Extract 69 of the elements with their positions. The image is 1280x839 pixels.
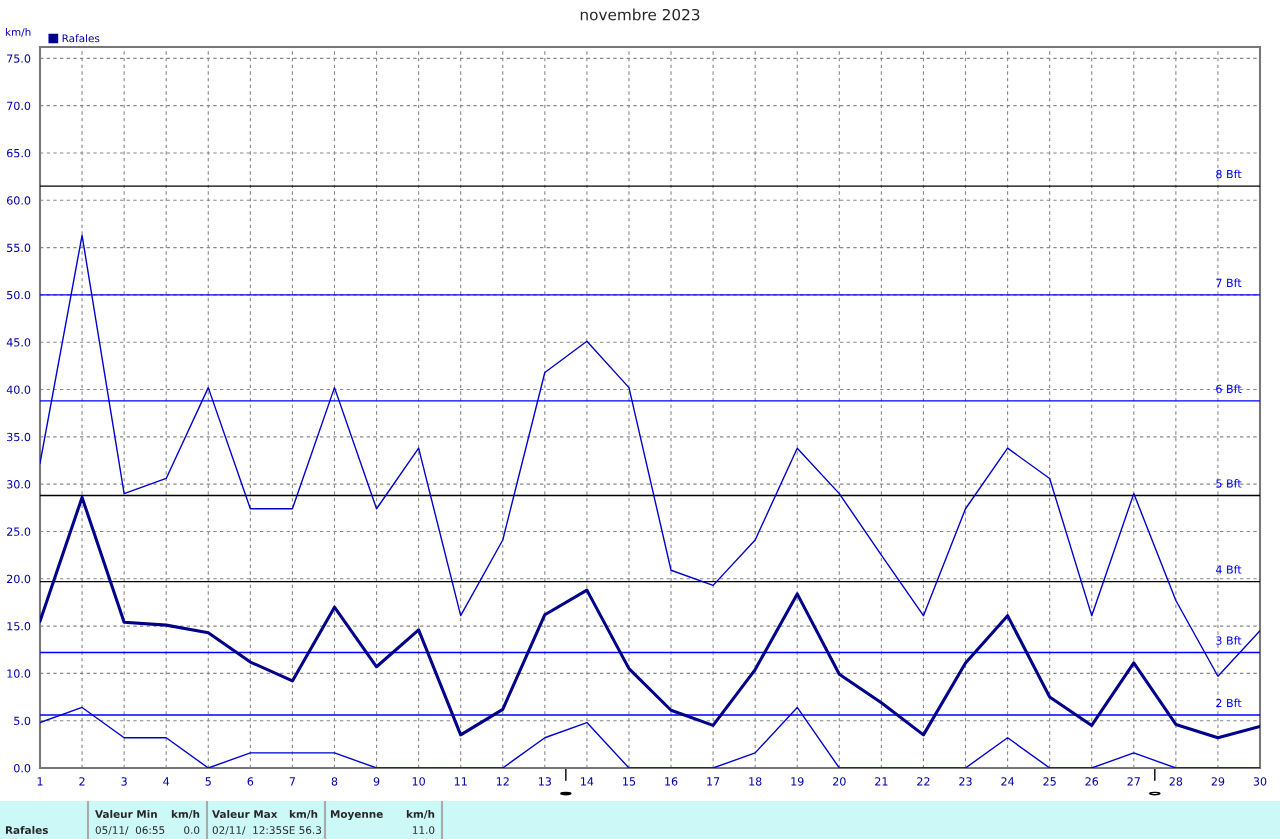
x-tick-label: 15: [623, 777, 636, 786]
chart-title: novembre 2023: [580, 8, 700, 21]
x-tick-label: 17: [707, 777, 720, 786]
x-tick-label: 2: [79, 777, 85, 786]
y-tick-label: 50.0: [7, 290, 31, 300]
y-tick-label: 55.0: [7, 243, 31, 252]
y-tick-label: 40.0: [6, 385, 31, 394]
y-tick-label: 70.0: [7, 101, 31, 111]
text: km/h: [406, 809, 435, 819]
ref-line-label: 8 Bft: [1216, 169, 1242, 179]
y-tick-label: 15.0: [7, 622, 31, 631]
x-tick-label: 4: [163, 777, 170, 786]
x-tick-label: 28: [1169, 777, 1183, 786]
x-tick-label: 20: [833, 777, 846, 786]
ref-line-label: 4 Bft: [1215, 565, 1242, 574]
y-tick-label: 25.0: [7, 527, 31, 536]
x-tick-label: 18: [749, 777, 762, 786]
x-tick-label: 12: [496, 777, 509, 786]
line-series: [40, 495, 1260, 740]
x-tick-label: 11: [454, 777, 467, 786]
ref-line-label: 2 Bft: [1216, 698, 1242, 708]
x-tick-label: 23: [959, 777, 972, 786]
y-tick-label: 65.0: [7, 148, 31, 158]
x-tick-label: 6: [247, 777, 254, 786]
y-tick-label: 60.0: [7, 196, 31, 205]
legend-label: Rafales: [62, 34, 100, 43]
x-tick-label: 30: [1253, 777, 1267, 786]
text: Moyenne: [330, 810, 383, 821]
x-tick-label: 16: [665, 777, 678, 786]
x-tick-label: 13: [538, 777, 552, 786]
y-tick-label: 5.0: [14, 716, 31, 726]
x-tick-label: 19: [791, 777, 804, 786]
text: km/h: [171, 809, 200, 819]
x-tick-label: 25: [1043, 777, 1056, 786]
line-series: [40, 234, 1260, 677]
y-tick-label: 0.0: [14, 763, 31, 773]
x-tick-label: 22: [917, 777, 930, 786]
x-tick-label: 7: [289, 777, 295, 786]
y-tick-label: 10.0: [7, 669, 31, 678]
y-tick-label: 35.0: [7, 432, 31, 442]
ref-line-label: 7 Bft: [1216, 278, 1242, 287]
x-tick-label: 21: [875, 777, 888, 786]
x-tick-label: 10: [412, 777, 425, 786]
y-tick-label: 20.0: [7, 574, 31, 584]
x-tick-label: 27: [1127, 777, 1140, 786]
x-tick-label: 8: [331, 777, 338, 786]
text: Valeur Max: [212, 809, 278, 819]
ref-line-label: 3 Bft: [1216, 636, 1242, 645]
x-tick-label: 5: [205, 777, 211, 786]
x-tick-label: 3: [121, 777, 127, 786]
x-tick-label: 24: [1001, 777, 1015, 786]
ref-line-label: 6 Bft: [1216, 384, 1242, 394]
ref-line-label: 5 Bft: [1216, 479, 1242, 488]
x-tick-label: 26: [1085, 777, 1099, 786]
text: 02/11/ 12:35SE 56.3: [212, 826, 322, 835]
text: Rafales: [5, 825, 48, 835]
text: Valeur Min: [95, 809, 157, 819]
y-tick-label: 75.0: [7, 54, 31, 63]
text: 05/11/ 06:55: [95, 826, 165, 835]
x-tick-label: 14: [581, 777, 594, 786]
y-axis-title: km/h: [5, 27, 31, 37]
x-tick-label: 1: [37, 777, 43, 786]
y-tick-label: 30.0: [7, 480, 31, 489]
y-tick-label: 45.0: [6, 338, 31, 347]
x-tick-label: 9: [373, 777, 380, 786]
x-tick-label: 29: [1211, 777, 1225, 786]
text: 11.0: [412, 826, 435, 835]
text: 0.0: [184, 826, 200, 835]
text: km/h: [289, 809, 318, 819]
